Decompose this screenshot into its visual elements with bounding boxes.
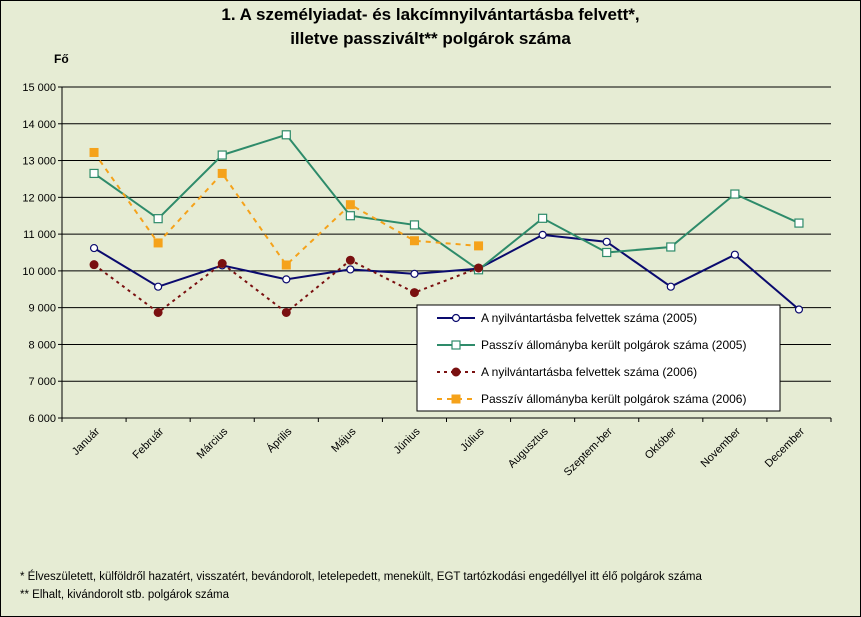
series-2-point <box>281 130 291 140</box>
series-1-point <box>538 230 547 239</box>
legend-label: A nyilvántartásba felvettek száma (2006) <box>481 365 697 379</box>
y-tick-label: 10 000 <box>22 266 56 278</box>
x-tick-label: Július <box>458 425 487 454</box>
chart-title: 1. A személyiadat- és lakcímnyilvántartá… <box>221 5 640 24</box>
series-4-point <box>409 236 419 246</box>
series-2-point <box>666 242 676 252</box>
y-tick-label: 7 000 <box>28 376 56 388</box>
series-4-line <box>93 151 479 267</box>
y-tick-label: 15 000 <box>22 82 56 94</box>
series-4-point <box>345 200 355 210</box>
series-4-point <box>217 168 227 178</box>
series-2-point <box>153 214 163 224</box>
legend-box <box>416 304 781 412</box>
x-tick-label: Augusztus <box>506 425 551 470</box>
x-tick-label: Január <box>70 425 103 458</box>
series-1-point <box>794 305 804 314</box>
series-4-point <box>89 147 99 157</box>
series-2-point <box>89 168 99 179</box>
y-tick-label: 12 000 <box>22 192 56 204</box>
y-tick-label: 8 000 <box>28 339 56 351</box>
series-3-point <box>345 255 355 265</box>
series-3-point <box>217 259 227 269</box>
legend-point <box>451 313 461 323</box>
x-tick-label: November <box>699 425 744 470</box>
y-tick-label: 13 000 <box>22 156 56 168</box>
series-1-line <box>93 233 800 311</box>
x-tick-label: Április <box>264 425 295 456</box>
chart-subtitle: illetve passzivált** polgárok száma <box>290 29 571 48</box>
x-tick-label: Május <box>329 425 359 455</box>
legend-label: Passzív állományba került polgárok száma… <box>481 338 746 352</box>
series-2-line <box>93 133 800 272</box>
y-axis-unit-label: Fő <box>54 52 69 66</box>
series-1-point <box>89 243 99 253</box>
series-1-point <box>346 265 355 274</box>
y-tick-label: 11 000 <box>23 229 56 241</box>
series-3-point <box>409 288 419 298</box>
series-1-point <box>666 282 675 291</box>
series-3-point <box>89 260 99 270</box>
x-tick-label: Február <box>131 425 167 461</box>
y-tick-label: 9 000 <box>28 303 56 315</box>
x-tick-label: Június <box>392 425 423 456</box>
series-1-point <box>602 237 611 246</box>
legend-label: A nyilvántartásba felvettek száma (2005) <box>481 311 697 325</box>
series-2-point <box>602 247 612 258</box>
x-tick-label: Szeptem-ber <box>562 425 615 478</box>
legend-label: Passzív állományba került polgárok száma… <box>481 392 746 406</box>
legend-point <box>451 394 461 404</box>
series-4-point <box>281 260 291 270</box>
series-4-point <box>153 238 163 248</box>
series-1-point <box>154 282 163 291</box>
series-4-point <box>474 241 484 251</box>
footnote-2: ** Elhalt, kivándorolt stb. polgárok szá… <box>20 589 230 601</box>
series-2-point <box>409 220 420 230</box>
series-2-point <box>730 189 740 199</box>
series-1-point <box>730 250 739 259</box>
series-2-point <box>217 150 227 160</box>
series-1-point <box>282 275 291 284</box>
footnote-1: * Élveszületett, külföldről hazatért, vi… <box>20 571 702 583</box>
series-1-point <box>410 269 419 278</box>
series-2-point <box>538 213 548 223</box>
legend-point <box>451 340 461 350</box>
series-3-point <box>153 307 163 317</box>
y-tick-label: 6 000 <box>28 413 56 425</box>
series-2-point <box>345 211 355 221</box>
x-tick-label: December <box>763 425 808 470</box>
series-2-point <box>794 218 804 228</box>
series-3-point <box>474 263 484 273</box>
x-tick-label: Március <box>195 425 231 461</box>
legend-point <box>451 367 461 377</box>
y-tick-label: 14 000 <box>22 119 56 131</box>
series-3-point <box>281 307 291 317</box>
x-tick-label: Október <box>643 425 679 461</box>
